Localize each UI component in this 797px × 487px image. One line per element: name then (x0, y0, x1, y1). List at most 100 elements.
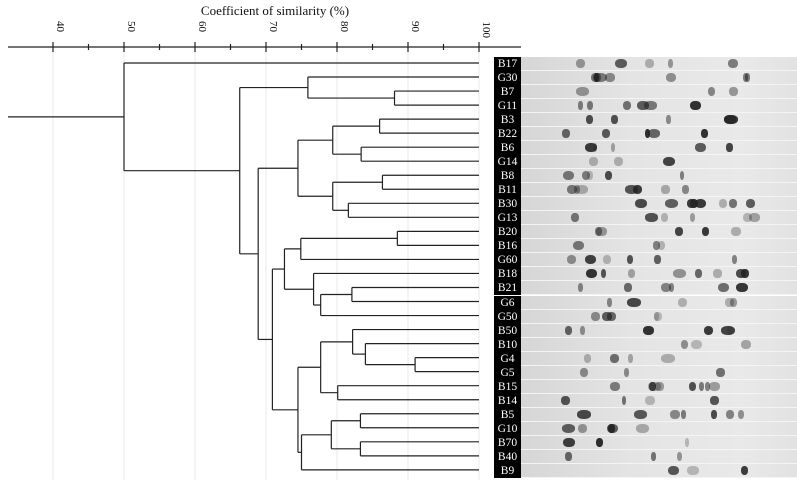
gel-lane (521, 323, 797, 338)
gel-band (664, 199, 679, 209)
gel-band (685, 437, 690, 447)
gel-band (729, 297, 738, 307)
gel-band (735, 269, 747, 279)
gel-band (643, 325, 654, 335)
gel-band (584, 143, 597, 153)
gel-lane (521, 379, 797, 394)
gel-band (701, 227, 709, 237)
gel-lane (521, 295, 797, 310)
gel-band (622, 101, 632, 111)
gel-band (663, 157, 676, 167)
gel-band (689, 199, 699, 209)
gel-band (669, 409, 680, 419)
gel-band (677, 451, 683, 461)
gel-band (601, 311, 612, 321)
gel-band (732, 255, 738, 265)
gel-band (625, 185, 639, 195)
gel-band (563, 437, 575, 447)
gel-band (575, 185, 589, 195)
leaf-label: G11 (494, 99, 521, 114)
gel-band (703, 325, 714, 335)
gel-band (607, 297, 612, 307)
gel-band (634, 409, 648, 419)
gel-band (668, 283, 674, 293)
gel-band (690, 101, 701, 111)
gel-band (645, 213, 659, 223)
gel-band (710, 395, 719, 405)
gel-band (742, 73, 749, 83)
gel-band (644, 101, 657, 111)
gel-band (704, 381, 710, 391)
gel-lane (521, 435, 797, 450)
leaf-label: G10 (494, 421, 521, 436)
gel-band (595, 437, 603, 447)
leaf-label: B22 (494, 127, 521, 142)
gel-lane (521, 239, 797, 254)
gel-band (661, 213, 669, 223)
leaf-label: G5 (494, 365, 521, 380)
gel-band (724, 115, 736, 125)
leaf-label: B15 (494, 379, 521, 394)
gel-band (674, 227, 683, 237)
gel-band (707, 87, 716, 97)
gel-lane (521, 407, 797, 422)
gel-band (615, 59, 627, 68)
gel-band (603, 255, 612, 265)
gel-band (680, 409, 686, 419)
gel-band (680, 339, 689, 349)
leaf-label: B30 (494, 197, 521, 212)
tick-label: 40 (54, 21, 66, 33)
gel-band (672, 269, 687, 279)
leaf-label: G4 (494, 351, 521, 366)
gel-band (581, 171, 591, 181)
gel-lane (521, 463, 797, 478)
leaf-label: B21 (494, 281, 521, 296)
gel-band (654, 255, 661, 265)
gel-band (570, 213, 579, 223)
gel-band (687, 465, 699, 475)
gel-band (667, 59, 673, 68)
leaf-label: G6 (494, 295, 521, 310)
gel-band (609, 353, 619, 363)
gel-lane (521, 183, 797, 198)
gel-band (679, 171, 685, 181)
gel-band (653, 241, 660, 251)
gel-lane (521, 197, 797, 212)
leaf-label: B3 (494, 113, 521, 128)
gel-lane (521, 267, 797, 282)
gel-band (580, 367, 589, 377)
tick-label: 100 (480, 22, 492, 39)
leaf-label: G50 (494, 309, 521, 324)
leaf-label: B16 (494, 239, 521, 254)
gel-band (604, 171, 612, 181)
gel-band (578, 101, 583, 111)
leaf-label: B18 (494, 267, 521, 282)
gel-band (614, 157, 623, 167)
gel-band (651, 451, 656, 461)
leaf-label: B10 (494, 337, 521, 352)
gel-band (699, 381, 705, 391)
gel-lane (521, 113, 797, 128)
gel-band (632, 185, 643, 195)
gel-band (588, 157, 598, 167)
gel-band (649, 381, 656, 391)
gel-lane (521, 155, 797, 170)
gel-lane (521, 85, 797, 100)
gel-lane (521, 281, 797, 296)
gel-band (666, 115, 671, 125)
gel-band (689, 213, 696, 223)
leaf-label: B50 (494, 323, 521, 338)
gel-lane (521, 141, 797, 156)
gel-lane (521, 449, 797, 464)
gel-lane (521, 393, 797, 408)
leaf-label: G30 (494, 71, 521, 86)
gel-band (605, 73, 615, 83)
gel-band (628, 269, 636, 279)
gel-band (657, 241, 666, 251)
gel-band (695, 143, 707, 153)
gel-band (653, 311, 663, 321)
gel-band (575, 59, 585, 68)
gel-band (655, 381, 664, 391)
gel-band (573, 185, 580, 195)
gel-band (593, 143, 598, 153)
